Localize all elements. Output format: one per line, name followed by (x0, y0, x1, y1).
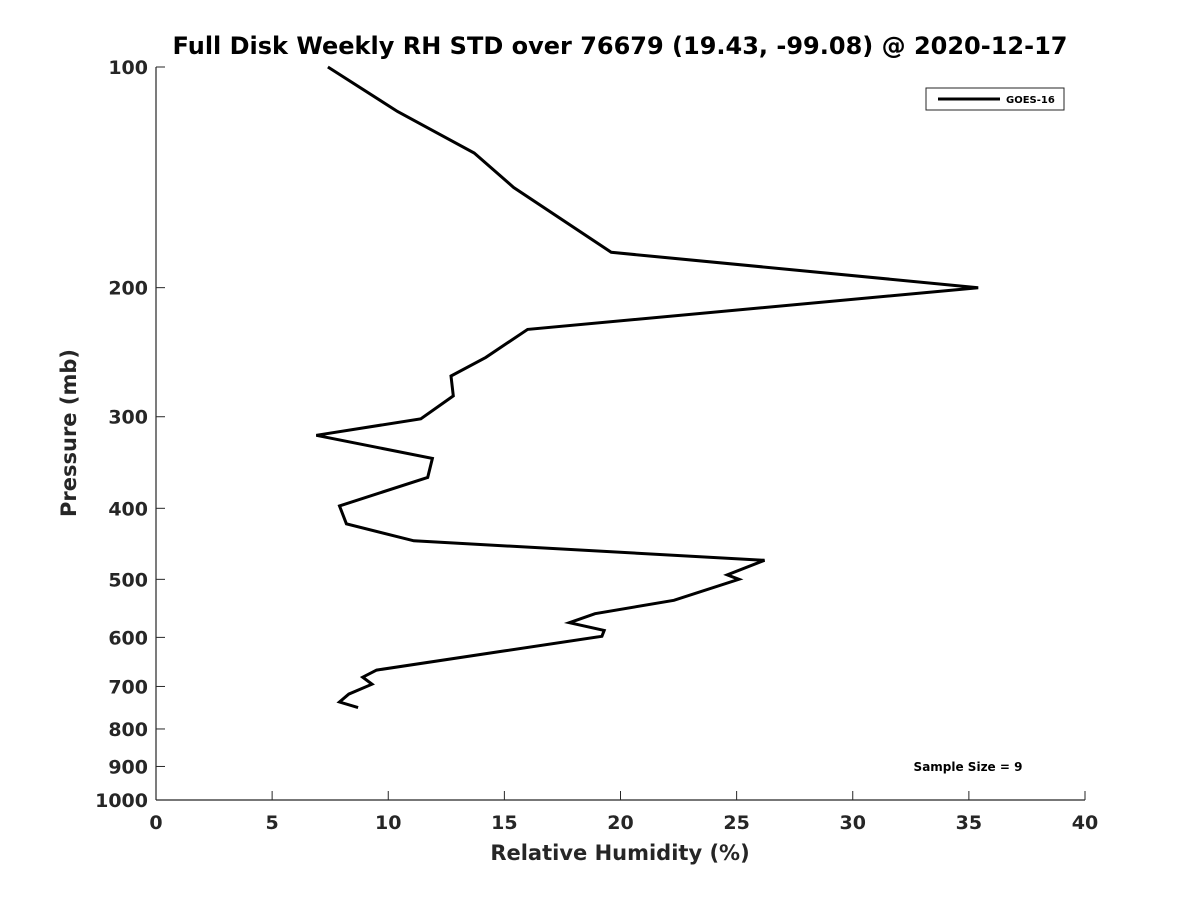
y-tick-label: 600 (108, 627, 148, 649)
legend: GOES-16 (925, 87, 1065, 111)
x-tick-label: 35 (956, 812, 982, 834)
legend-entry-label: GOES-16 (1006, 95, 1055, 106)
x-axis-ticks: 0 5 10 15 20 25 30 35 40 (149, 791, 1098, 834)
y-axis-label: Pressure (mb) (57, 349, 81, 517)
x-tick-label: 15 (491, 812, 517, 834)
y-tick-label: 100 (108, 57, 148, 79)
x-tick-label: 5 (266, 812, 279, 834)
y-tick-label: 1000 (95, 790, 148, 812)
y-tick-label: 500 (108, 569, 148, 591)
y-axis-ticks: 100 200 300 400 500 600 700 800 900 1000 (95, 57, 165, 812)
chart-title: Full Disk Weekly RH STD over 76679 (19.4… (173, 32, 1068, 60)
y-tick-label: 800 (108, 719, 148, 741)
x-tick-label: 40 (1072, 812, 1098, 834)
x-tick-label: 10 (375, 812, 401, 834)
series-group (316, 65, 979, 710)
y-tick-label: 300 (108, 407, 148, 429)
y-tick-label: 200 (108, 278, 148, 300)
x-axis-label: Relative Humidity (%) (490, 841, 749, 865)
x-tick-label: 20 (607, 812, 633, 834)
x-tick-label: 0 (149, 812, 162, 834)
y-tick-label: 700 (108, 676, 148, 698)
y-tick-label: 400 (108, 498, 148, 520)
sample-size-annotation: Sample Size = 9 (914, 760, 1023, 774)
series-line-goes-16 (316, 65, 979, 710)
axes (155, 67, 1085, 801)
y-tick-label: 900 (108, 756, 148, 778)
x-tick-label: 30 (840, 812, 866, 834)
x-tick-label: 25 (723, 812, 749, 834)
